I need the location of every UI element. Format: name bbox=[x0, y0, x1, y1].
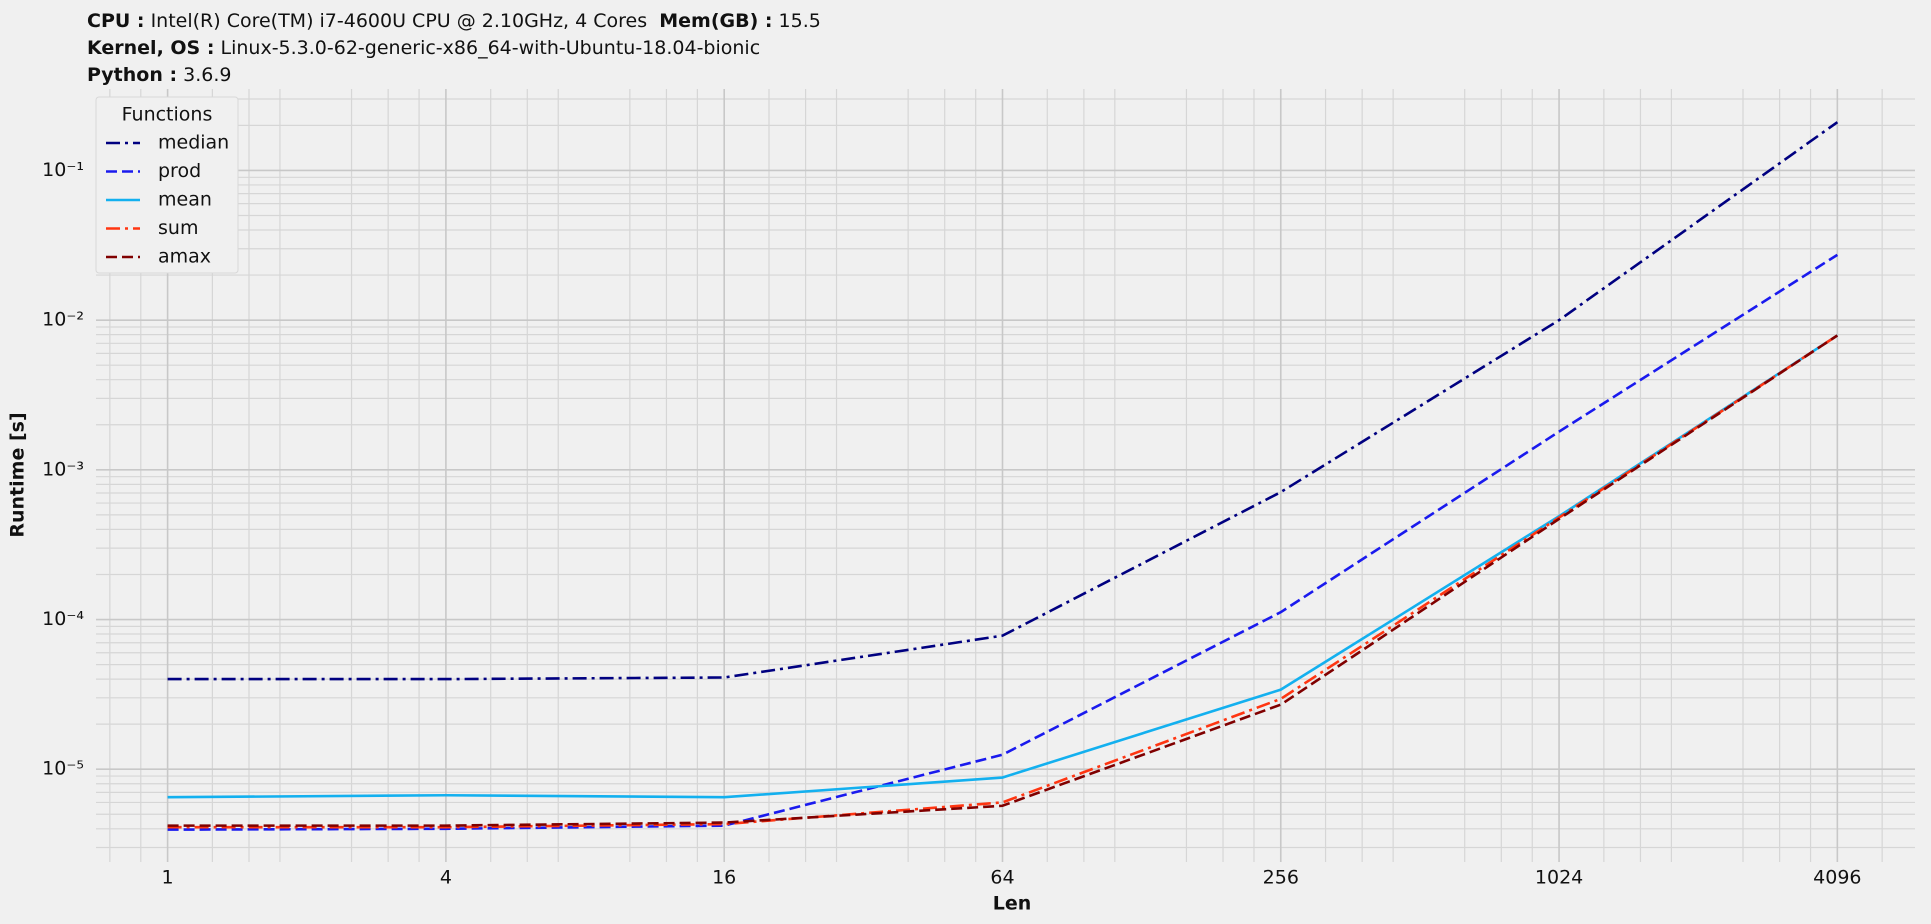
series-line bbox=[167, 253, 1839, 831]
legend-label: median bbox=[158, 132, 229, 154]
x-axis-label: Len bbox=[993, 893, 1032, 915]
y-tick-label: 10⁻⁵ bbox=[42, 758, 84, 780]
x-tick-label: 256 bbox=[1263, 867, 1299, 889]
info-line: Kernel, OS : Linux-5.3.0-62-generic-x86_… bbox=[87, 37, 760, 59]
info-label: Mem(GB) : bbox=[659, 10, 772, 32]
legend-label: prod bbox=[158, 160, 201, 182]
info-label: Python : bbox=[87, 64, 177, 86]
legend-label: mean bbox=[158, 189, 212, 211]
x-tick-label: 64 bbox=[990, 867, 1014, 889]
series-line bbox=[167, 334, 1839, 827]
info-value: 3.6.9 bbox=[183, 64, 231, 86]
y-tick-label: 10⁻¹ bbox=[42, 159, 84, 181]
info-line: CPU : Intel(R) Core(TM) i7-4600U CPU @ 2… bbox=[87, 10, 821, 32]
legend-label: amax bbox=[158, 246, 211, 268]
x-tick-label: 4096 bbox=[1813, 867, 1861, 889]
series-line bbox=[167, 121, 1839, 681]
info-label: Kernel, OS : bbox=[87, 37, 214, 59]
x-tick-label: 1 bbox=[162, 867, 174, 889]
y-axis-label: Runtime [s] bbox=[7, 412, 29, 537]
legend-title: Functions bbox=[122, 104, 213, 126]
y-tick-label: 10⁻² bbox=[42, 309, 84, 331]
x-tick-label: 16 bbox=[712, 867, 736, 889]
info-value: Linux-5.3.0-62-generic-x86_64-with-Ubunt… bbox=[221, 37, 761, 59]
legend-box bbox=[95, 96, 239, 274]
info-value: 15.5 bbox=[779, 10, 821, 32]
x-tick-label: 4 bbox=[440, 867, 452, 889]
info-line: Python : 3.6.9 bbox=[87, 64, 231, 86]
info-value: Intel(R) Core(TM) i7-4600U CPU @ 2.10GHz… bbox=[151, 10, 648, 32]
legend-label: sum bbox=[158, 217, 198, 239]
y-tick-label: 10⁻³ bbox=[42, 458, 84, 480]
y-tick-label: 10⁻⁴ bbox=[42, 608, 84, 630]
x-tick-label: 1024 bbox=[1535, 867, 1583, 889]
info-label: CPU : bbox=[87, 10, 145, 32]
